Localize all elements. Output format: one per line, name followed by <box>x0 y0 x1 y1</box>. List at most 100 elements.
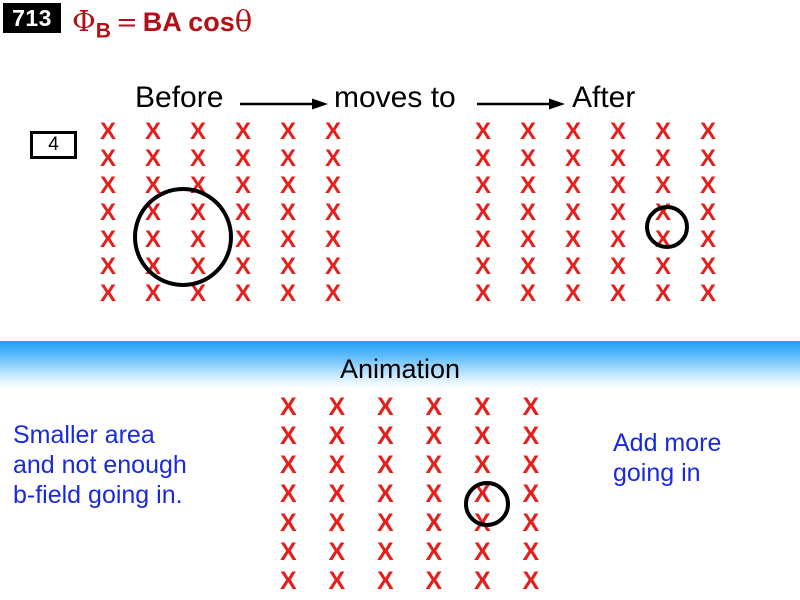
field-into-page-x: X <box>280 280 297 307</box>
note-add-more: Add more going in <box>613 429 722 487</box>
field-into-page-x: X <box>520 226 537 253</box>
field-into-page-x: X <box>565 145 582 172</box>
field-into-page-x: X <box>610 280 627 307</box>
field-into-page-x: X <box>655 145 672 172</box>
field-into-page-x: X <box>655 280 672 307</box>
field-into-page-x: X <box>655 118 672 145</box>
field-into-page-x: X <box>377 393 394 421</box>
field-into-page-x: X <box>377 422 394 450</box>
field-into-page-x: X <box>280 451 297 479</box>
field-into-page-x: X <box>280 480 297 508</box>
field-into-page-x: X <box>100 118 117 145</box>
field-into-page-x: X <box>328 451 346 479</box>
field-into-page-x: X <box>325 280 342 307</box>
phi-subscript: B <box>95 19 111 43</box>
field-into-page-x: X <box>522 393 540 421</box>
field-into-page-x: X <box>425 538 443 566</box>
field-into-page-x: X <box>280 422 297 450</box>
field-into-page-x: X <box>328 538 346 566</box>
field-into-page-x: X <box>520 253 537 280</box>
field-into-page-x: X <box>325 172 342 199</box>
field-into-page-x: X <box>145 145 162 172</box>
field-into-page-x: X <box>280 538 297 566</box>
field-into-page-x: X <box>100 226 117 253</box>
field-into-page-x: X <box>325 253 342 280</box>
field-into-page-x: X <box>377 509 394 537</box>
field-into-page-x: X <box>425 422 443 450</box>
field-into-page-x: X <box>522 538 540 566</box>
field-into-page-x: X <box>425 393 443 421</box>
magnetic-flux-formula: ΦB = BA cosθ <box>72 4 252 48</box>
transition-labels: Before moves to After <box>0 80 800 116</box>
field-into-page-x: X <box>520 118 537 145</box>
field-into-page-x: X <box>520 145 537 172</box>
field-into-page-x: X <box>100 280 117 307</box>
field-into-page-x: X <box>700 280 717 307</box>
field-into-page-x: X <box>280 226 297 253</box>
right-arrow-icon <box>240 98 328 110</box>
field-into-page-x: X <box>328 567 346 595</box>
field-into-page-x: X <box>522 567 540 595</box>
field-into-page-x: X <box>700 172 717 199</box>
field-into-page-x: X <box>610 199 627 226</box>
field-into-page-x: X <box>325 226 342 253</box>
field-into-page-x: X <box>522 480 540 508</box>
field-into-page-x: X <box>474 422 491 450</box>
field-into-page-x: X <box>565 199 582 226</box>
after-label: After <box>572 81 636 114</box>
field-into-page-x: X <box>377 451 394 479</box>
field-into-page-x: X <box>565 172 582 199</box>
conducting-loop-circle <box>133 187 233 287</box>
field-into-page-x: X <box>610 118 627 145</box>
theta-symbol: θ <box>234 4 253 38</box>
note-smaller-area: Smaller area and not enough b-field goin… <box>13 421 187 509</box>
field-into-page-x: X <box>377 567 394 595</box>
field-into-page-x: X <box>280 118 297 145</box>
field-into-page-x: X <box>280 253 297 280</box>
field-into-page-x: X <box>280 567 297 595</box>
field-into-page-x: X <box>520 280 537 307</box>
field-into-page-x: X <box>280 172 297 199</box>
conducting-loop-circle <box>464 481 510 527</box>
field-into-page-x: X <box>145 118 162 145</box>
field-into-page-x: X <box>235 253 252 280</box>
field-into-page-x: X <box>475 145 492 172</box>
field-into-page-x: X <box>280 199 297 226</box>
field-into-page-x: X <box>610 145 627 172</box>
field-into-page-x: X <box>325 118 342 145</box>
field-into-page-x: X <box>190 145 207 172</box>
moves-to-label: moves to <box>334 81 456 114</box>
field-into-page-x: X <box>145 172 162 199</box>
phi-symbol: Φ <box>72 4 96 38</box>
field-into-page-x: X <box>235 226 252 253</box>
field-into-page-x: X <box>377 480 394 508</box>
field-into-page-x: X <box>475 226 492 253</box>
before-label: Before <box>135 81 224 114</box>
field-into-page-x: X <box>475 172 492 199</box>
field-into-page-x: X <box>280 509 297 537</box>
field-into-page-x: X <box>522 422 540 450</box>
field-into-page-x: X <box>328 509 346 537</box>
field-into-page-x: X <box>475 199 492 226</box>
field-into-page-x: X <box>325 145 342 172</box>
field-into-page-x: X <box>610 253 627 280</box>
field-into-page-x: X <box>565 118 582 145</box>
field-into-page-x: X <box>280 393 297 421</box>
field-into-page-x: X <box>700 253 717 280</box>
field-into-page-x: X <box>425 509 443 537</box>
right-arrow-icon <box>477 98 565 110</box>
field-into-page-x: X <box>700 199 717 226</box>
field-into-page-x: X <box>328 422 346 450</box>
field-into-page-x: X <box>474 393 491 421</box>
field-into-page-x: X <box>425 480 443 508</box>
field-into-page-x: X <box>610 172 627 199</box>
step-marker-box: 4 <box>30 131 77 159</box>
field-into-page-x: X <box>235 145 252 172</box>
field-into-page-x: X <box>475 118 492 145</box>
field-into-page-x: X <box>377 538 394 566</box>
field-into-page-x: X <box>475 280 492 307</box>
animation-title: Animation <box>339 354 461 384</box>
field-into-page-x: X <box>190 280 207 307</box>
